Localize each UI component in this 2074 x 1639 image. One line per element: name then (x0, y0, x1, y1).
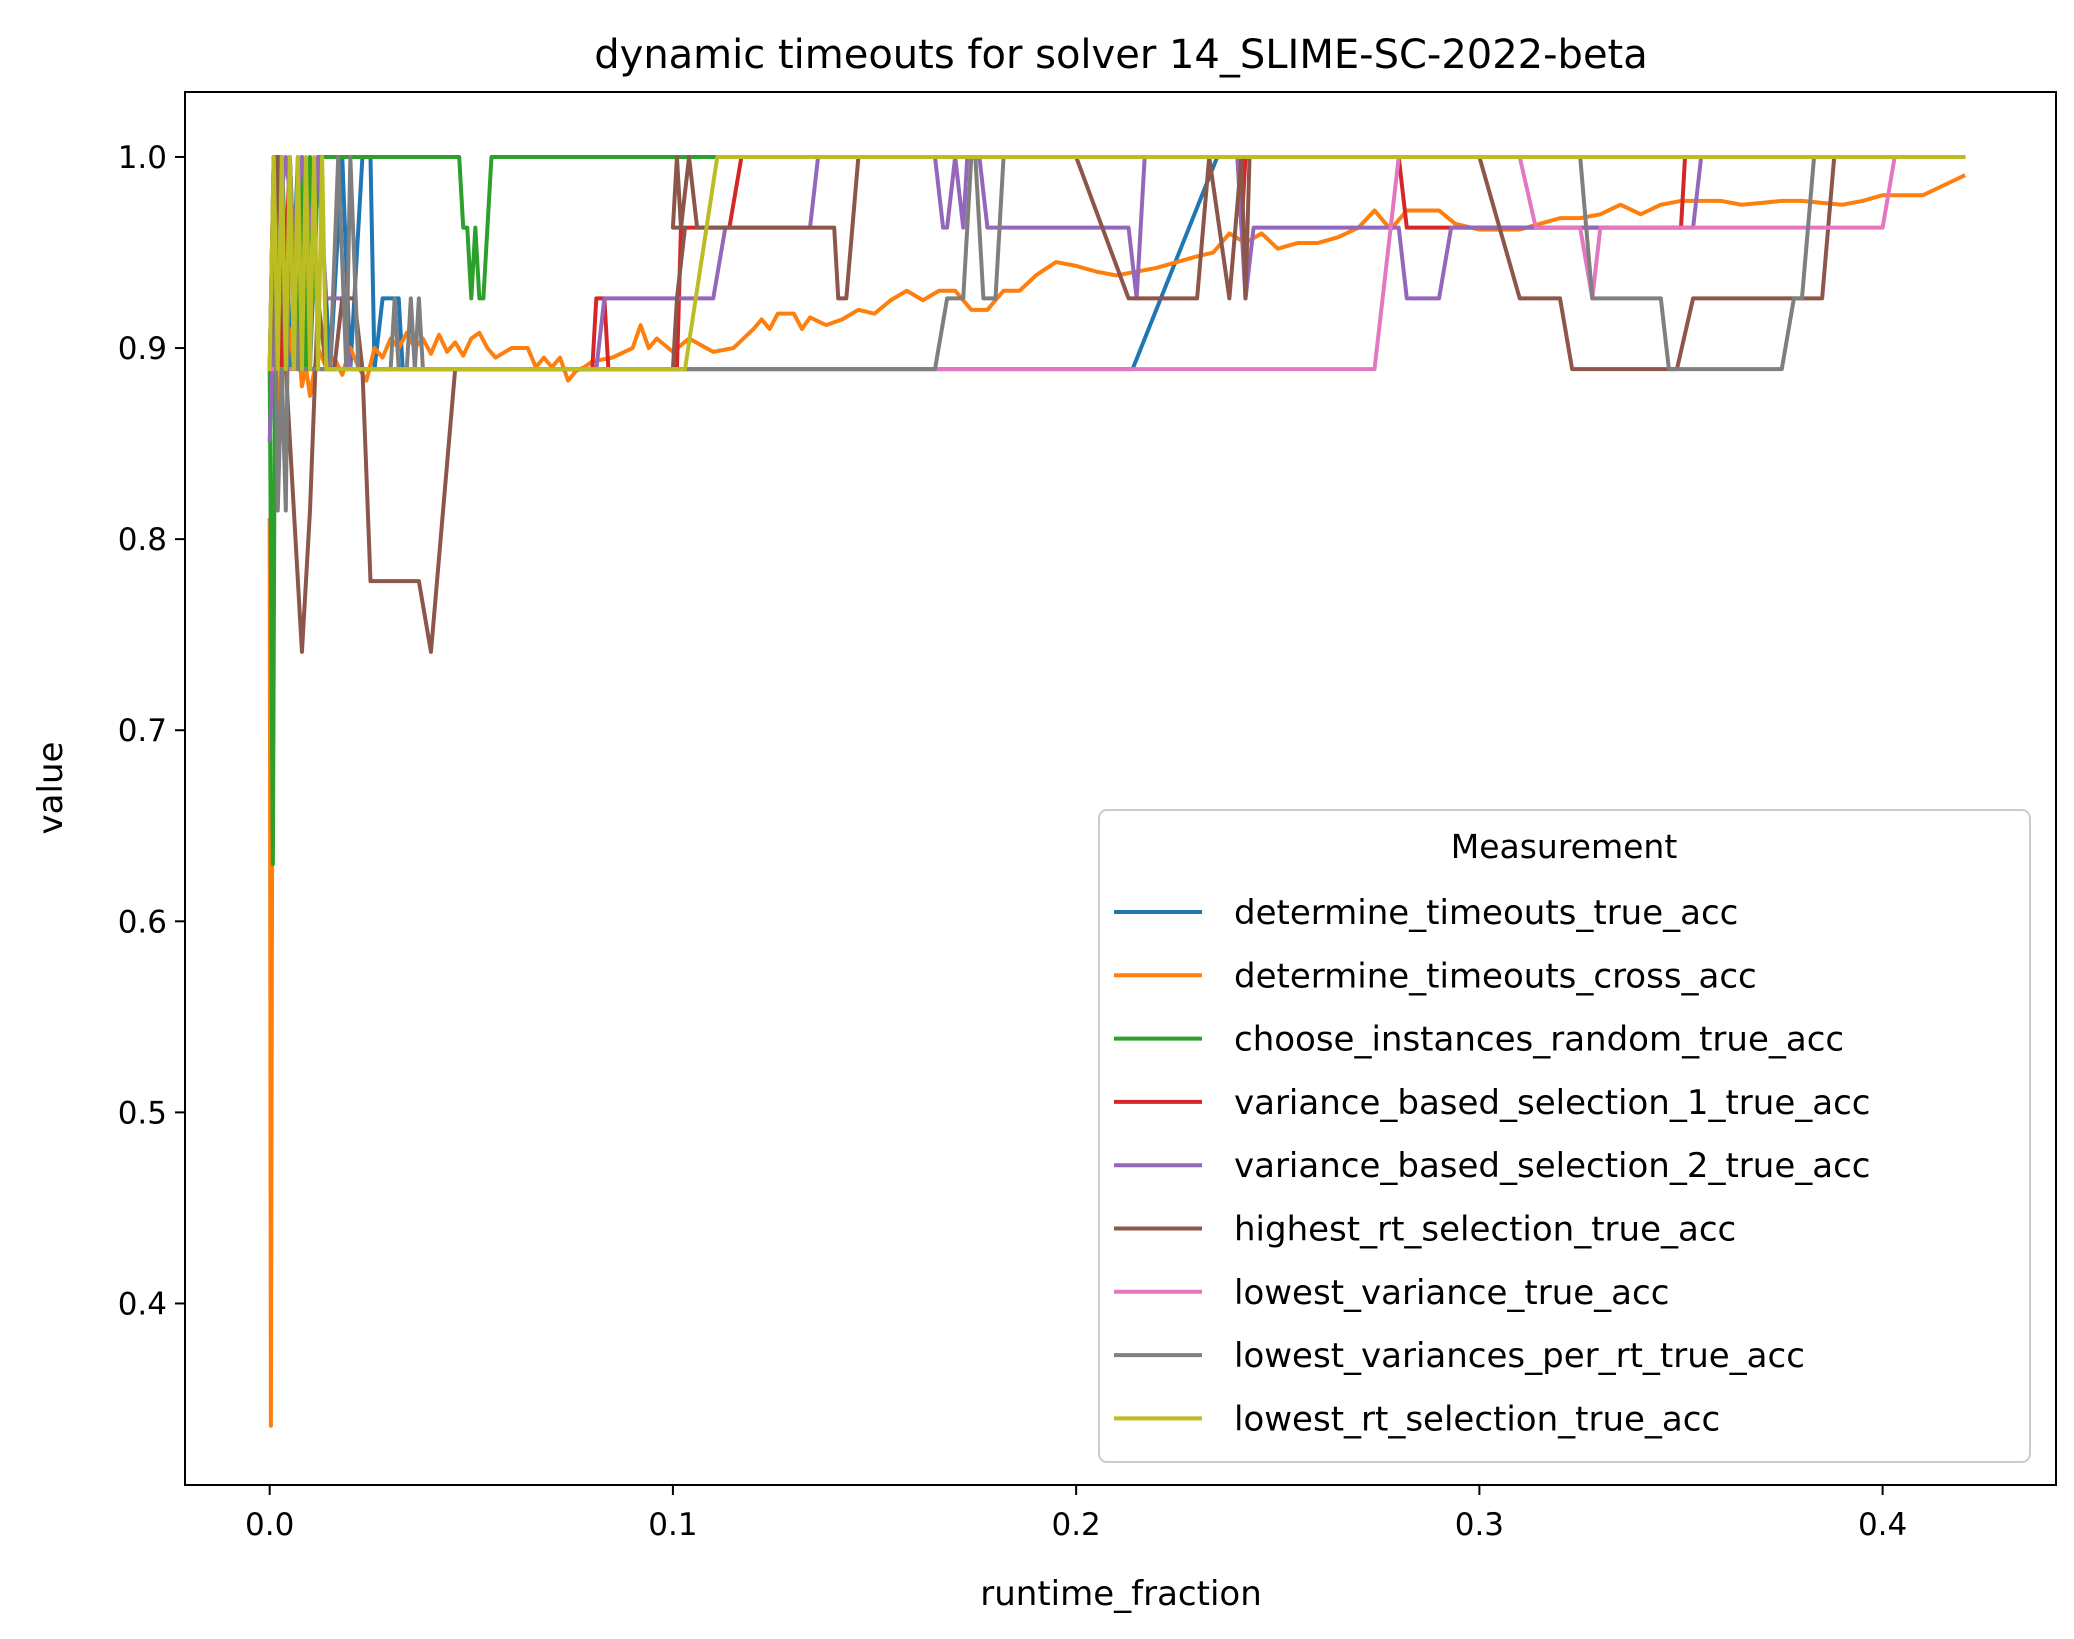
legend-title: Measurement (1451, 827, 1678, 866)
legend-label-1: determine_timeouts_cross_acc (1234, 956, 1757, 996)
legend-box (1098, 809, 2031, 1463)
y-tick-label-1: 0.5 (118, 1095, 167, 1131)
legend-label-5: highest_rt_selection_true_acc (1234, 1210, 1736, 1250)
x-tick-label-2: 0.2 (1051, 1507, 1100, 1543)
y-tick-label-0: 0.4 (118, 1286, 167, 1322)
series-layer (267, 154, 1966, 1428)
x-tick-label-3: 0.3 (1455, 1507, 1504, 1543)
legend-label-3: variance_based_selection_1_true_acc (1234, 1083, 1870, 1123)
y-tick-label-4: 0.8 (118, 522, 167, 558)
series-line-6 (267, 154, 1966, 372)
chart-title: dynamic timeouts for solver 14_SLIME-SC-… (594, 32, 1648, 78)
series-line-1 (267, 173, 1966, 1428)
legend-label-0: determine_timeouts_true_acc (1234, 893, 1738, 933)
y-tick-label-5: 0.9 (118, 331, 167, 367)
x-axis-label: runtime_fraction (980, 1574, 1262, 1614)
y-axis-label: value (31, 742, 71, 835)
legend-label-7: lowest_variances_per_rt_true_acc (1234, 1336, 1805, 1376)
legend-entries: determine_timeouts_true_acc determine_tim… (1114, 893, 1870, 1439)
legend-label-4: variance_based_selection_2_true_acc (1234, 1146, 1870, 1186)
series-line-8 (267, 154, 1966, 372)
y-tick-label-6: 1.0 (118, 140, 167, 176)
x-axis-ticks: 0.0 0.1 0.2 0.3 0.4 (245, 1485, 1907, 1543)
x-tick-label-4: 0.4 (1858, 1507, 1907, 1543)
plot-frame (184, 91, 2057, 1486)
legend-label-2: choose_instances_random_true_acc (1234, 1020, 1844, 1060)
x-tick-label-0: 0.0 (245, 1507, 294, 1543)
x-tick-label-1: 0.1 (648, 1507, 697, 1543)
legend: Measurement determine_timeouts_true_accd… (1098, 809, 2031, 1463)
legend-label-8: lowest_rt_selection_true_acc (1234, 1399, 1720, 1439)
legend-label-6: lowest_variance_true_acc (1234, 1273, 1669, 1313)
series-line-4 (267, 154, 1966, 442)
y-axis-ticks: 0.4 0.5 0.6 0.7 0.8 0.9 1.0 (118, 140, 185, 1322)
y-tick-label-3: 0.7 (118, 713, 167, 749)
y-tick-label-2: 0.6 (118, 904, 167, 940)
